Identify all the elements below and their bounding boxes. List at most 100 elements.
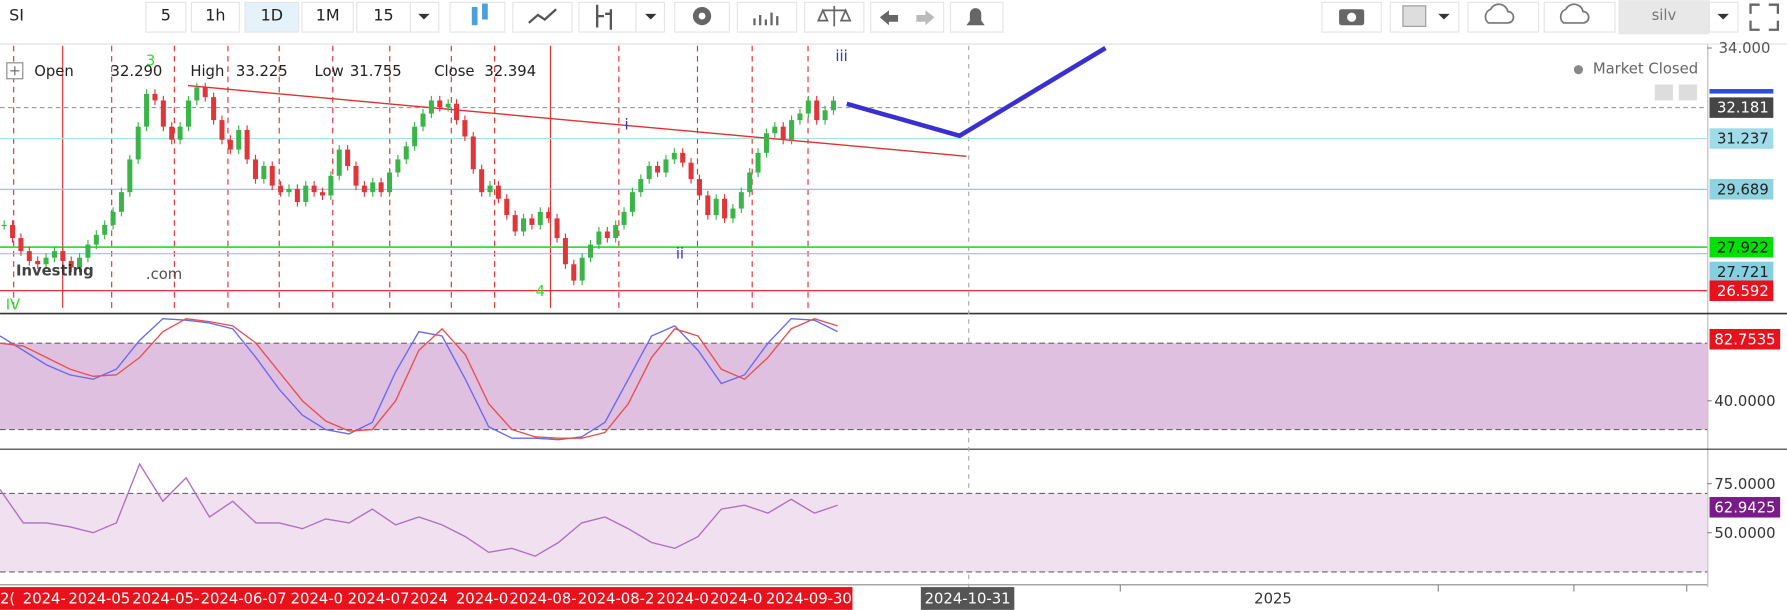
dropdown-arrow [418, 13, 430, 20]
level-label: 32.181 [1717, 100, 1769, 117]
search-box[interactable] [1618, 0, 1710, 35]
indicator-line [0, 462, 838, 557]
icon [1559, 3, 1590, 24]
candle [118, 192, 124, 212]
candle [487, 185, 493, 193]
candle [135, 126, 141, 160]
candle [152, 93, 158, 101]
candle [738, 192, 744, 209]
candle [495, 185, 501, 199]
candle-type-button[interactable] [449, 1, 506, 33]
candle [521, 218, 527, 232]
interval-label: 15 [373, 6, 393, 25]
interval-label: 1D [261, 6, 283, 25]
candle [18, 238, 24, 252]
candle [144, 93, 150, 127]
candle [462, 120, 468, 137]
wave-label: IV [6, 297, 21, 314]
x-tick-label: 2024-06-07 [201, 591, 287, 608]
interval-button[interactable] [356, 1, 411, 33]
legend-open-label: Open [34, 63, 74, 80]
market-status: Market Closed [1593, 61, 1698, 78]
candle [705, 195, 711, 216]
indicator-line [0, 317, 838, 441]
candle [755, 152, 761, 173]
save-button[interactable] [1543, 1, 1616, 33]
candle [629, 192, 635, 212]
current-value-label: 62.9425 [1714, 499, 1775, 516]
candle [546, 211, 552, 219]
candle [671, 152, 677, 160]
candle [822, 110, 828, 121]
x-tick-label: 2024-09-30 [766, 591, 852, 608]
candle [646, 165, 652, 180]
legend-close: 32.394 [484, 63, 536, 80]
x-tick-label: 2024-0 [656, 591, 708, 608]
watermark-brand: Investing [16, 262, 94, 279]
icon [471, 6, 478, 26]
interval-button[interactable] [190, 1, 240, 33]
candle [160, 100, 166, 127]
y-tick-label: 50.0000 [1714, 525, 1775, 542]
level-label: 27.721 [1717, 264, 1769, 281]
legend-high-label: High [190, 63, 224, 80]
candle [780, 126, 786, 140]
candle [504, 198, 510, 216]
legend-low: 31.755 [350, 63, 402, 80]
legend-open: 32.290 [111, 63, 163, 80]
candle [763, 133, 769, 153]
candle [353, 165, 359, 186]
candle [328, 175, 334, 196]
candle [412, 126, 418, 147]
load-button[interactable] [1467, 1, 1540, 33]
x-tick-label: 2024-05 [68, 591, 130, 608]
interval-button[interactable] [145, 1, 187, 33]
candle [1, 224, 7, 227]
candle [278, 185, 284, 193]
candle [730, 208, 736, 219]
candle [696, 179, 702, 196]
interval-label: 1M [316, 6, 340, 25]
interval-button[interactable] [244, 1, 300, 33]
candle [244, 129, 250, 160]
level-label: 27.922 [1717, 239, 1769, 256]
scroll-button[interactable] [1654, 84, 1674, 101]
x-crosshair-box [920, 587, 1015, 610]
level-label-box [1709, 179, 1774, 200]
candle [537, 211, 543, 225]
fullscreen-icon[interactable] [1749, 3, 1780, 31]
candle [529, 218, 535, 225]
candle [202, 87, 208, 98]
candle [219, 120, 225, 140]
candle [596, 231, 602, 245]
candle [43, 257, 49, 265]
icon [1484, 3, 1515, 24]
indicators-button[interactable] [736, 1, 798, 33]
current-value-box [1709, 497, 1781, 518]
candle [638, 179, 644, 193]
candle [814, 100, 820, 121]
scroll-button[interactable] [1678, 84, 1697, 101]
candle [420, 113, 426, 127]
candle [621, 211, 627, 225]
status-dot [1573, 65, 1583, 75]
wave-label: i [625, 117, 629, 134]
level-label-box [1709, 280, 1774, 301]
dropdown-arrow [1438, 13, 1450, 20]
y-tick-label: 75.0000 [1714, 476, 1775, 493]
y-tick-label: 40.0000 [1714, 393, 1775, 410]
icon [482, 3, 488, 20]
candle [512, 215, 518, 232]
search-text: silv [1652, 7, 1677, 24]
interval-button[interactable] [301, 1, 354, 33]
candle [261, 165, 267, 180]
redo-icon [916, 10, 935, 26]
candle [604, 231, 610, 239]
bar-type-button[interactable] [578, 1, 637, 33]
symbol[interactable]: SI [9, 6, 24, 25]
candle [93, 234, 99, 245]
candle [236, 129, 242, 150]
candle [562, 238, 568, 265]
candle [102, 224, 108, 235]
x-tick-label: 2024-0 [291, 591, 343, 608]
